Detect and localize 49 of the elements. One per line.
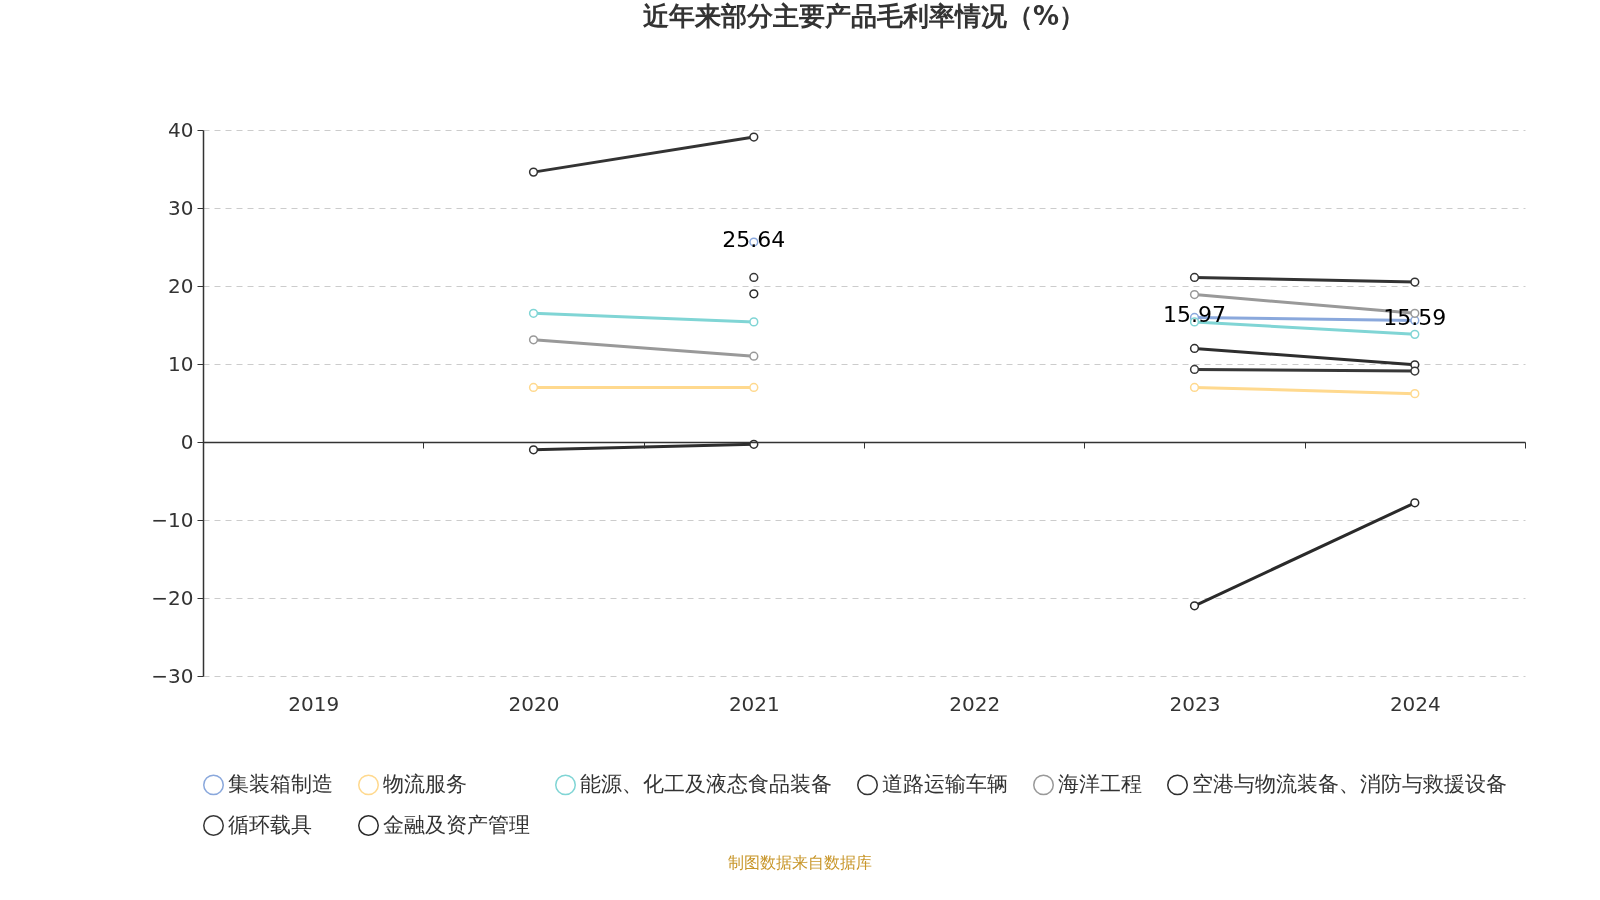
text: 制图数据来自数据库	[727, 853, 873, 874]
y-tick-label: −10	[151, 507, 194, 532]
y-tick-label: 30	[168, 195, 194, 220]
point	[1410, 498, 1420, 508]
point	[749, 351, 759, 361]
y-tick-label: 40	[168, 117, 194, 142]
y-tick-label: 20	[168, 273, 194, 298]
point	[1410, 389, 1420, 399]
legend-label: 循环载具	[228, 812, 312, 837]
x-tick-label: 2020	[508, 691, 560, 716]
point	[749, 317, 759, 327]
legend-label: 集装箱制造	[228, 771, 333, 796]
y-tick-label: 0	[180, 429, 194, 454]
legend-label: 能源、化工及液态食品装备	[580, 771, 832, 796]
point	[1189, 382, 1200, 393]
x-tick-label: 2021	[728, 691, 780, 716]
legend-label: 海洋工程	[1058, 771, 1142, 796]
point	[528, 167, 539, 177]
point	[749, 272, 759, 283]
point	[1410, 329, 1420, 339]
y-tick-label: −30	[151, 663, 194, 688]
point	[1189, 272, 1200, 283]
point	[1189, 343, 1200, 354]
point	[749, 132, 759, 142]
point	[528, 308, 539, 318]
data-label: 25.64	[722, 227, 786, 253]
point	[1410, 366, 1420, 376]
legend-label: 物流服务	[383, 771, 467, 796]
point	[528, 445, 539, 455]
point	[528, 335, 539, 345]
x-tick-label: 2022	[949, 691, 1001, 716]
point	[1410, 277, 1420, 287]
x-tick-label: 2024	[1389, 691, 1441, 716]
chart-title: 近年来部分主要产品毛利率情况（%）	[642, 1, 1086, 31]
y-tick-label: 10	[168, 351, 194, 376]
point	[528, 382, 539, 393]
data-label: 15.59	[1383, 305, 1447, 331]
x-tick-label: 2019	[288, 691, 340, 716]
point	[749, 289, 759, 299]
data-label: 15.97	[1163, 302, 1226, 328]
x-tick-label: 2023	[1169, 691, 1221, 716]
legend-label: 金融及资产管理	[383, 812, 530, 837]
y-tick-label: −20	[151, 585, 194, 610]
point	[1189, 601, 1200, 611]
point	[1189, 289, 1200, 300]
legend-label: 道路运输车辆	[882, 771, 1008, 796]
legend-label: 空港与物流装备、消防与救援设备	[1192, 771, 1507, 796]
point	[749, 382, 759, 393]
point	[1189, 364, 1200, 375]
